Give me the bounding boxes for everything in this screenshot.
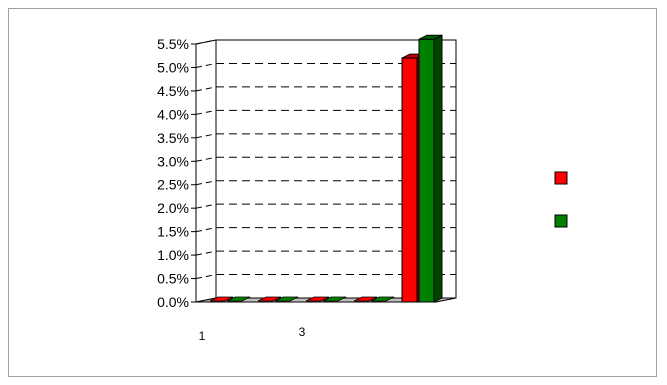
x-tick-label: 3	[299, 325, 306, 339]
y-tick-label: 0.0%	[157, 294, 189, 310]
y-tick-label: 3.5%	[157, 130, 189, 146]
bar-2-4	[370, 296, 395, 302]
gridline-side	[195, 180, 217, 186]
x-tick-label: 1	[199, 329, 206, 343]
bar-2-1	[226, 296, 251, 302]
gridline-side	[195, 250, 217, 256]
gridline-side	[195, 133, 217, 139]
side-wall	[195, 39, 217, 303]
y-tick-label: 3.0%	[157, 153, 189, 169]
y-tick-label: 1.0%	[157, 247, 189, 263]
bar-1-1	[209, 296, 234, 302]
gridline-side	[195, 227, 217, 233]
y-tick-label: 5.5%	[157, 36, 189, 52]
y-tick-label: 2.5%	[157, 177, 189, 193]
gridline-side	[195, 39, 217, 45]
bar-2-2	[274, 296, 299, 302]
gridline-side	[195, 109, 217, 115]
bar-2-5	[418, 38, 435, 303]
y-tick-label: 0.5%	[157, 271, 189, 287]
y-tick-label: 5.0%	[157, 59, 189, 75]
bar-1-2	[257, 296, 282, 302]
y-tick-label: 2.0%	[157, 200, 189, 216]
bar-1-3	[305, 296, 330, 302]
bar-1-4	[353, 296, 378, 302]
gridline-side	[195, 62, 217, 68]
gridline-side	[195, 86, 217, 92]
y-tick-label: 1.5%	[157, 224, 189, 240]
gridline-side	[195, 274, 217, 280]
legend-swatch-2	[554, 214, 568, 228]
bar-2-3	[322, 296, 347, 302]
gridline-side	[195, 156, 217, 162]
legend-swatch-1	[554, 171, 568, 185]
bar-1-5	[401, 57, 418, 303]
y-tick-label: 4.0%	[157, 106, 189, 122]
bar-side	[433, 34, 443, 303]
gridline-side	[195, 203, 217, 209]
y-tick-label: 4.5%	[157, 83, 189, 99]
